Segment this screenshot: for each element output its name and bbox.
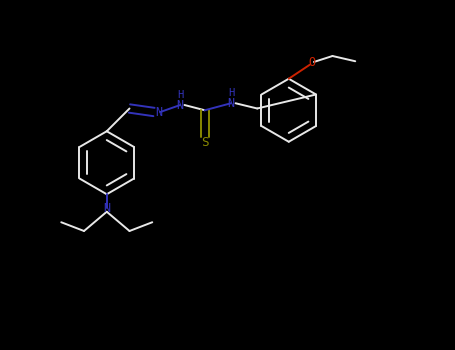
- Text: H: H: [177, 90, 183, 100]
- Text: S: S: [201, 136, 208, 149]
- Text: H: H: [228, 89, 234, 98]
- Text: N: N: [103, 202, 110, 215]
- Text: O: O: [308, 56, 315, 70]
- Text: N: N: [228, 97, 235, 110]
- Text: N: N: [155, 105, 162, 119]
- Text: N: N: [177, 98, 184, 112]
